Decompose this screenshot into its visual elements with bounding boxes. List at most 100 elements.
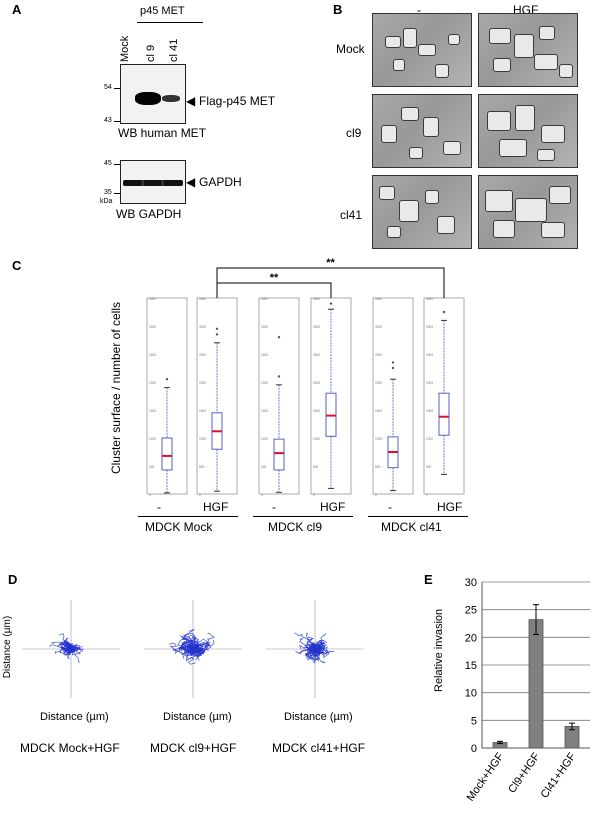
- boxplot-outlier: [277, 336, 281, 339]
- band-arrow-icon: ◀: [186, 175, 196, 189]
- boxplot-tick-label: 500: [375, 465, 381, 469]
- boxplot-tick-label: 3000: [426, 325, 433, 329]
- boxplot-tick-label: 0: [149, 493, 151, 497]
- tracks-xlabel-3: Distance (µm): [284, 711, 353, 723]
- flag-p45-label: Flag-p45 MET: [199, 94, 276, 108]
- mw-tick-35: [114, 193, 120, 194]
- tracks-plot-mock: [22, 600, 120, 698]
- cell-track: [173, 646, 194, 654]
- row-label-cl41: cl41: [340, 208, 363, 222]
- micrograph-cl41-hgf: [478, 175, 578, 249]
- boxplot-tick-label: 1000: [149, 437, 156, 441]
- boxplot-tick-label: 0: [313, 493, 315, 497]
- boxplot-tick-label: 500: [199, 465, 205, 469]
- boxplot-box-1: [161, 437, 173, 471]
- treat-label-1: -: [157, 500, 161, 514]
- significance-bracket-cl9: [216, 282, 332, 298]
- cell-track: [65, 642, 75, 650]
- boxplot-outlier: [391, 366, 395, 370]
- panel-c-label: C: [12, 258, 22, 273]
- group-line-mock: [138, 516, 238, 517]
- boxplot-tick-label: 500: [313, 465, 319, 469]
- boxplot-tick-label: 2000: [199, 381, 206, 385]
- p45-met-bracket: [137, 22, 203, 23]
- boxplot-tick-label: 3500: [149, 297, 156, 301]
- significance-label-cl41: **: [326, 257, 335, 269]
- gapdh-band: [123, 180, 183, 186]
- boxplot-tick-label: 2000: [426, 381, 433, 385]
- treat-label-3: -: [272, 500, 276, 514]
- cell-track: [306, 644, 316, 651]
- boxplot-tick-label: 2000: [149, 381, 156, 385]
- row-label-mock: Mock: [336, 42, 365, 56]
- micrograph-cl41-minus: [372, 175, 472, 249]
- band-cl9: [135, 92, 161, 105]
- panel-e-label: E: [424, 572, 433, 587]
- boxplot-tick-label: 1500: [149, 409, 156, 413]
- boxplot-outlier: [215, 333, 219, 336]
- cell-track: [294, 632, 316, 650]
- cell-track: [64, 647, 73, 654]
- boxplot-tick-label: 0: [375, 493, 377, 497]
- boxplot-box-6: [438, 392, 450, 436]
- invasion-tick-label: 10: [465, 688, 477, 700]
- boxplot-box-3: [273, 438, 285, 471]
- mw-54: 54: [104, 84, 112, 91]
- invasion-bar-2: [528, 619, 544, 749]
- mw-43: 43: [104, 117, 112, 124]
- tracks-caption-mock: MDCK Mock+HGF: [20, 741, 120, 755]
- band-arrow-icon: ◀: [186, 94, 196, 108]
- boxplot-tick-label: 2500: [375, 353, 382, 357]
- boxplot-chart: 3500 3000 2500 2000 1500 1000 500 0 3500 3000 2500…: [146, 257, 465, 497]
- gapdh-label: GAPDH: [199, 175, 242, 189]
- boxplot-tick-label: 1000: [375, 437, 382, 441]
- boxplot-tick-label: 2500: [149, 353, 156, 357]
- boxplot-tick-label: 2500: [426, 353, 433, 357]
- panel-d-label: D: [8, 572, 18, 587]
- cell-track: [310, 648, 321, 657]
- boxplot-tick-label: 3000: [199, 325, 206, 329]
- group-line-cl41: [368, 516, 468, 517]
- boxplot-tick-label: 2500: [313, 353, 320, 357]
- tracks-plot-cl41: [266, 600, 364, 698]
- boxplot-tick-label: 1500: [313, 409, 320, 413]
- boxplot-tick-label: 500: [426, 465, 432, 469]
- p45-met-label: p45 MET: [140, 5, 185, 17]
- panel-b-label: B: [333, 2, 343, 17]
- cell-track: [309, 648, 320, 659]
- boxplot-tick-label: 0: [199, 493, 201, 497]
- cell-track: [314, 644, 329, 654]
- boxplot-tick-label: 2500: [261, 353, 268, 357]
- mw-45: 45: [104, 160, 112, 167]
- boxplot-tick-label: 3500: [426, 297, 433, 301]
- invasion-category-label-2: Cl9+HGF: [506, 751, 542, 796]
- band-cl41: [162, 95, 180, 102]
- invasion-category-label-1: Mock+HGF: [465, 751, 507, 804]
- boxplot-tick-label: 1000: [261, 437, 268, 441]
- boxplot-tick-label: 2000: [313, 381, 320, 385]
- group-label-cl9: MDCK cl9: [268, 520, 323, 534]
- cell-track: [61, 637, 72, 650]
- mw-tick-43: [114, 121, 120, 122]
- group-label-mock: MDCK Mock: [145, 520, 213, 534]
- tracks-plots: [22, 600, 364, 698]
- boxplot-tick-label: 3000: [375, 325, 382, 329]
- treat-label-6: HGF: [437, 500, 463, 514]
- tracks-xlabel-1: Distance (µm): [40, 711, 109, 723]
- boxplot-tick-label: 3000: [313, 325, 320, 329]
- mw-tick-45: [114, 164, 120, 165]
- cell-track: [182, 647, 201, 659]
- mw-35: 35: [104, 189, 112, 196]
- invasion-tick-label: 30: [465, 577, 477, 589]
- boxplot-tick-label: 1000: [426, 437, 433, 441]
- treat-label-2: HGF: [203, 500, 229, 514]
- row-label-cl9: cl9: [346, 126, 362, 140]
- invasion-tick-label: 20: [465, 632, 477, 644]
- cell-track: [184, 642, 205, 654]
- group-line-cl9: [253, 516, 353, 517]
- invasion-tick-label: 0: [471, 743, 477, 755]
- tracks-xlabel-2: Distance (µm): [163, 711, 232, 723]
- boxplot-outlier: [442, 310, 446, 314]
- mw-tick-54: [114, 88, 120, 89]
- boxplot-outlier: [391, 361, 395, 364]
